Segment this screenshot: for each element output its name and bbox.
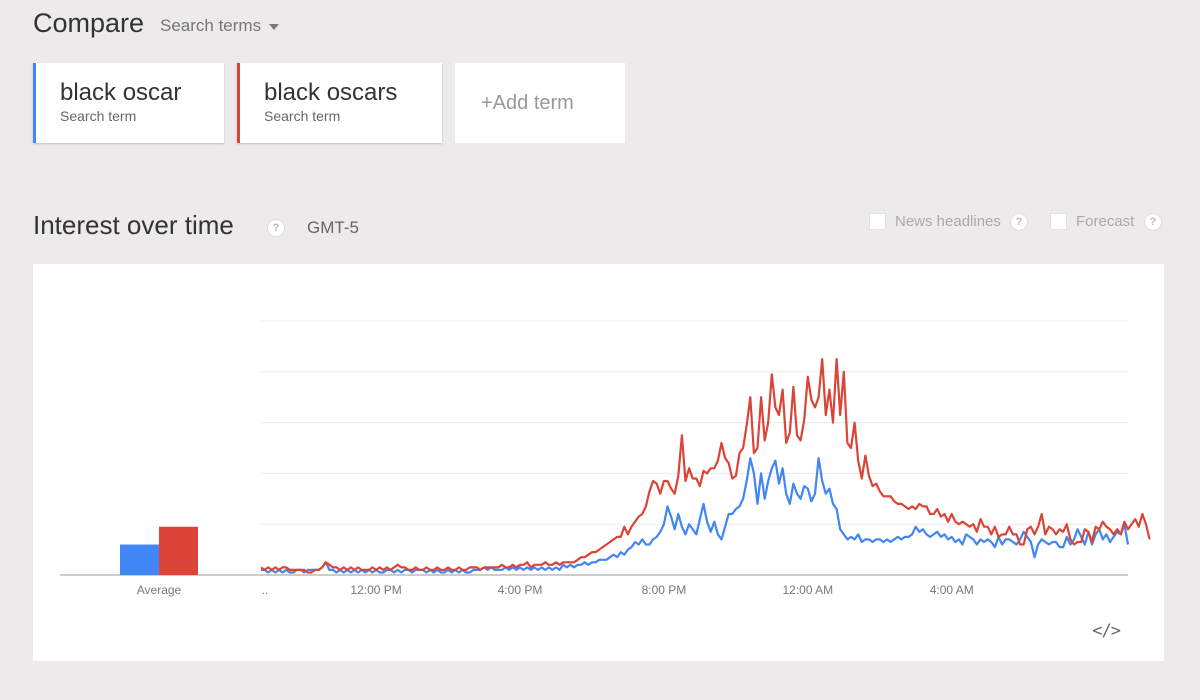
help-icon[interactable]: ? (1144, 213, 1162, 231)
news-headlines-checkbox[interactable] (869, 213, 886, 230)
series-line-black-oscars (260, 358, 1151, 574)
compare-title: Compare (33, 8, 145, 38)
forecast-checkbox[interactable] (1050, 213, 1067, 230)
interest-chart: Average.. 12:00 PM 4:00 PM 8:00 PM 12:00 AM 4… (60, 320, 1151, 597)
term-name: black oscars (264, 79, 398, 106)
x-tick-label: 4:00 PM (498, 583, 543, 597)
chevron-down-icon (269, 23, 280, 30)
help-icon[interactable]: ? (267, 219, 285, 237)
interest-over-time-title: Interest over time (33, 210, 234, 240)
embed-code-icon[interactable]: </> (1092, 621, 1121, 641)
x-tick-label: 12:00 PM (350, 583, 401, 597)
add-term-label: +Add term (481, 92, 574, 114)
term-name: black oscar (60, 79, 182, 106)
x-tick-label: 8:00 PM (642, 583, 687, 597)
add-term-button[interactable]: +Add term (455, 63, 625, 143)
help-icon[interactable]: ? (1010, 213, 1028, 231)
timezone-label: GMT-5 (307, 218, 359, 237)
average-bar-black-oscar (120, 544, 159, 575)
term-card-black-oscar[interactable]: black oscar Search term (33, 63, 224, 143)
chart-panel: Average.. 12:00 PM 4:00 PM 8:00 PM 12:00 AM 4… (33, 264, 1164, 661)
term-subtitle: Search term (60, 108, 137, 124)
average-bar-black-oscars (159, 526, 198, 575)
average-label: Average (137, 583, 182, 597)
x-tick-label: .. (262, 583, 269, 597)
x-tick-label: 12:00 AM (782, 583, 833, 597)
term-card-black-oscars[interactable]: black oscars Search term (237, 63, 442, 143)
x-tick-label: 4:00 AM (930, 583, 974, 597)
news-headlines-label: News headlines (895, 213, 1001, 230)
forecast-label: Forecast (1076, 213, 1135, 230)
search-terms-dropdown-label: Search terms (160, 16, 262, 35)
term-subtitle: Search term (264, 108, 341, 124)
search-terms-dropdown[interactable]: Search terms (160, 16, 280, 36)
series-line-black-oscar (261, 457, 1130, 574)
